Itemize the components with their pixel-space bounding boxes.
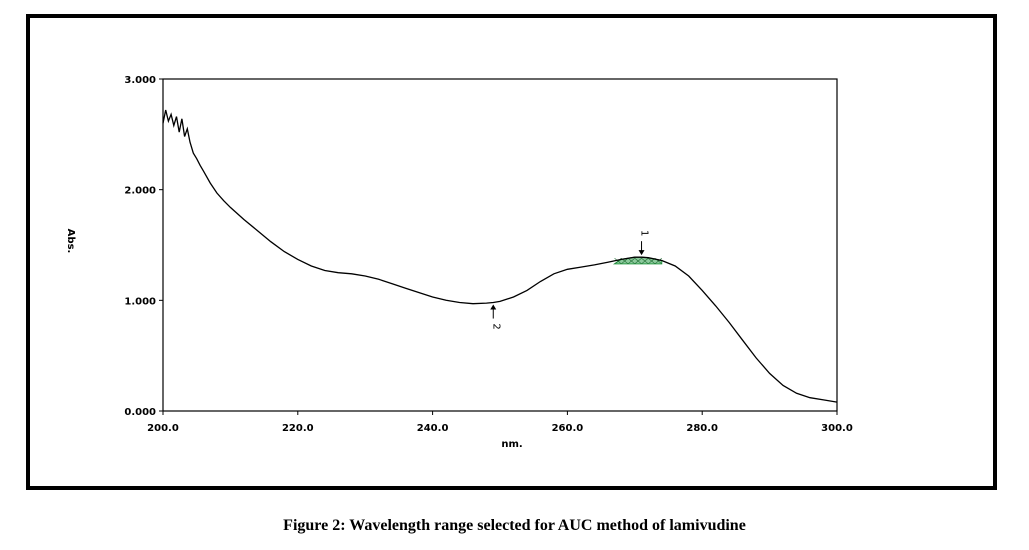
auc-hatch: [648, 258, 656, 265]
x-tick-label: 280.0: [686, 423, 718, 434]
auc-hatch: [641, 258, 649, 265]
plot-border: [162, 78, 838, 412]
x-tick-label: 240.0: [417, 423, 449, 434]
y-tick-label: 2.000: [124, 186, 156, 197]
x-tick-label: 300.0: [821, 423, 853, 434]
auc-hatch: [634, 258, 642, 265]
marker-label: 2: [490, 323, 501, 329]
x-tick-label: 260.0: [552, 423, 584, 434]
figure-caption: Figure 2: Wavelength range selected for …: [283, 517, 746, 534]
x-tick-label: 220.0: [282, 423, 314, 434]
x-axis-title: nm.: [501, 439, 522, 450]
auc-hatch: [627, 258, 635, 265]
y-axis-title: Abs.: [65, 229, 76, 254]
x-tick-label: 200.0: [147, 423, 179, 434]
auc-hatch: [614, 258, 622, 265]
y-tick-label: 1.000: [124, 296, 156, 307]
marker-arrowhead: [490, 304, 497, 310]
y-tick-label: 0.000: [124, 407, 156, 418]
y-tick-label: 3.000: [124, 75, 156, 86]
marker-label: 1: [639, 230, 650, 236]
uv-spectrum-chart: 200.0 220.0 240.0 260.0 280.0 300.0 0.000 1.000…: [65, 75, 853, 450]
spectrum-line: [162, 109, 838, 403]
marker-arrowhead: [638, 250, 645, 256]
plot-area: 200.0 220.0 240.0 260.0 280.0 300.0 0.000 1.000…: [65, 75, 853, 450]
